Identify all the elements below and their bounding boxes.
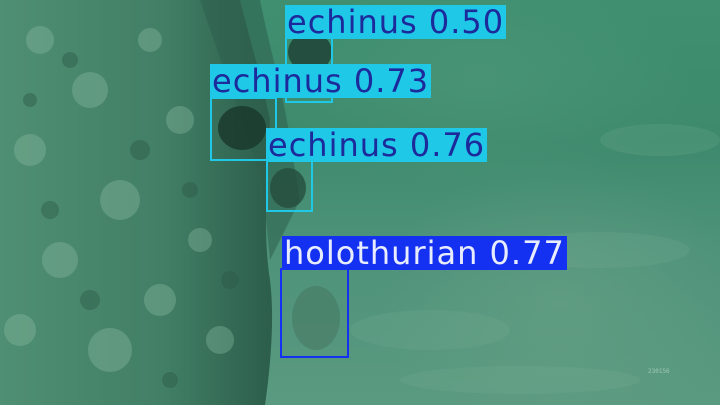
echinus-label-1: echinus 0.50 — [285, 3, 507, 41]
echinus-box-3 — [266, 160, 313, 212]
holothurian-box — [280, 268, 349, 358]
frame-id-watermark: 230156 — [648, 368, 670, 375]
holothurian-label: holothurian 0.77 — [282, 234, 567, 272]
echinus-label-3: echinus 0.76 — [266, 126, 488, 164]
echinus-label-2: echinus 0.73 — [210, 62, 432, 100]
